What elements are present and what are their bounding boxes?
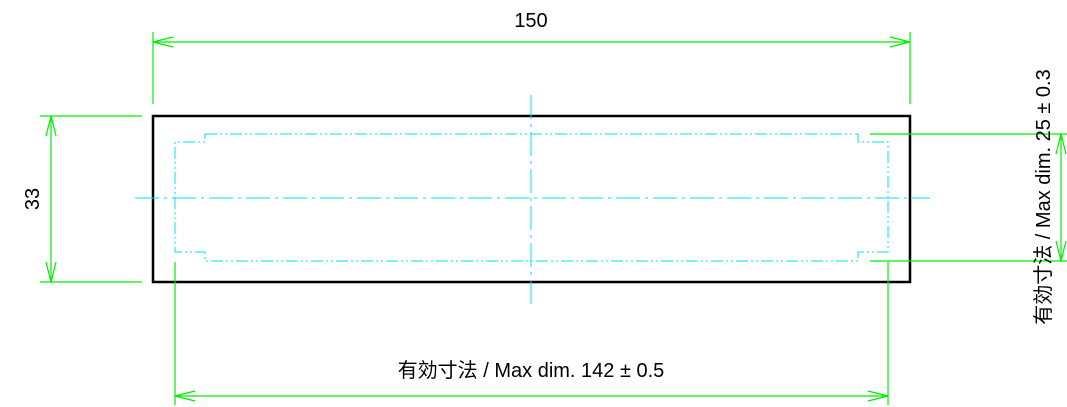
dimension-overall-width bbox=[152, 32, 911, 104]
dimension-effective-width bbox=[174, 262, 889, 405]
arrow-bottom bbox=[45, 261, 57, 283]
overall-width-label: 150 bbox=[514, 10, 547, 32]
arrow-top bbox=[45, 115, 57, 137]
arrow-right bbox=[889, 36, 911, 48]
arrow-bottom bbox=[1055, 240, 1067, 262]
dimension-overall-height bbox=[40, 115, 142, 283]
arrow-top bbox=[1055, 133, 1067, 155]
effective-width-label: 有効寸法 / Max dim. 142 ± 0.5 bbox=[398, 359, 665, 382]
arrow-left bbox=[152, 36, 174, 48]
effective-height-label: 有効寸法 / Max dim. 25 ± 0.3 bbox=[1032, 69, 1055, 325]
dimension-effective-height bbox=[870, 133, 1067, 262]
arrow-right bbox=[867, 390, 889, 402]
center-lines bbox=[135, 95, 930, 305]
overall-height-label: 33 bbox=[22, 188, 44, 210]
effective-area-outline bbox=[174, 133, 889, 262]
arrow-left bbox=[174, 390, 196, 402]
